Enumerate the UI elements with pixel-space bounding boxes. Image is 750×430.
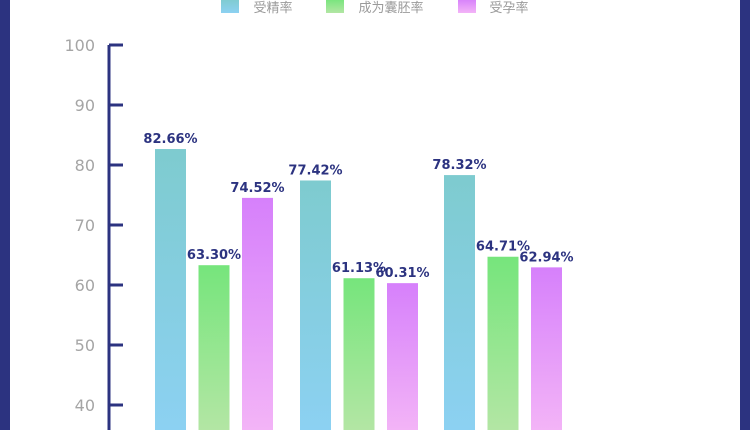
legend-label-blastocyst: 成为囊胚率 [358,0,424,16]
legend: 受精率 成为囊胚率 受孕率 [0,0,750,18]
bar [387,283,418,430]
y-tick-label: 60 [75,276,95,295]
bar-value-label: 61.13% [332,261,386,276]
legend-swatch-fertilization [221,0,240,13]
legend-item-fertilization: 受精率 [221,0,292,16]
bar [343,278,375,430]
bar [155,149,186,430]
frame-left-border [0,0,10,430]
bar [487,256,519,430]
legend-swatch-blastocyst [326,0,345,13]
legend-item-pregnancy: 受孕率 [457,0,529,16]
legend-label-pregnancy: 受孕率 [489,0,529,16]
legend-item-blastocyst: 成为囊胚率 [326,0,424,16]
frame-right-border [740,0,750,430]
y-tick-label: 100 [64,36,95,55]
legend-swatch-pregnancy [457,0,476,13]
bar [300,180,331,430]
bar [198,265,230,430]
bar-value-label: 63.30% [187,248,241,263]
bar [242,197,273,430]
bar-value-label: 74.52% [230,181,284,196]
bar-value-label: 62.94% [519,250,573,265]
bar [531,267,562,430]
y-tick-label: 50 [75,336,95,355]
bar-value-label: 77.42% [288,163,342,178]
bar-value-label: 64.71% [476,240,530,255]
bar-value-label: 78.32% [432,158,486,173]
y-tick-label: 90 [75,96,95,115]
y-tick-label: 40 [75,396,95,415]
y-tick-label: 80 [75,156,95,175]
bar-value-label: 82.66% [143,132,197,147]
bar [444,175,475,430]
bar-value-label: 60.31% [375,266,429,281]
legend-label-fertilization: 受精率 [253,0,293,16]
y-tick-label: 70 [75,216,95,235]
